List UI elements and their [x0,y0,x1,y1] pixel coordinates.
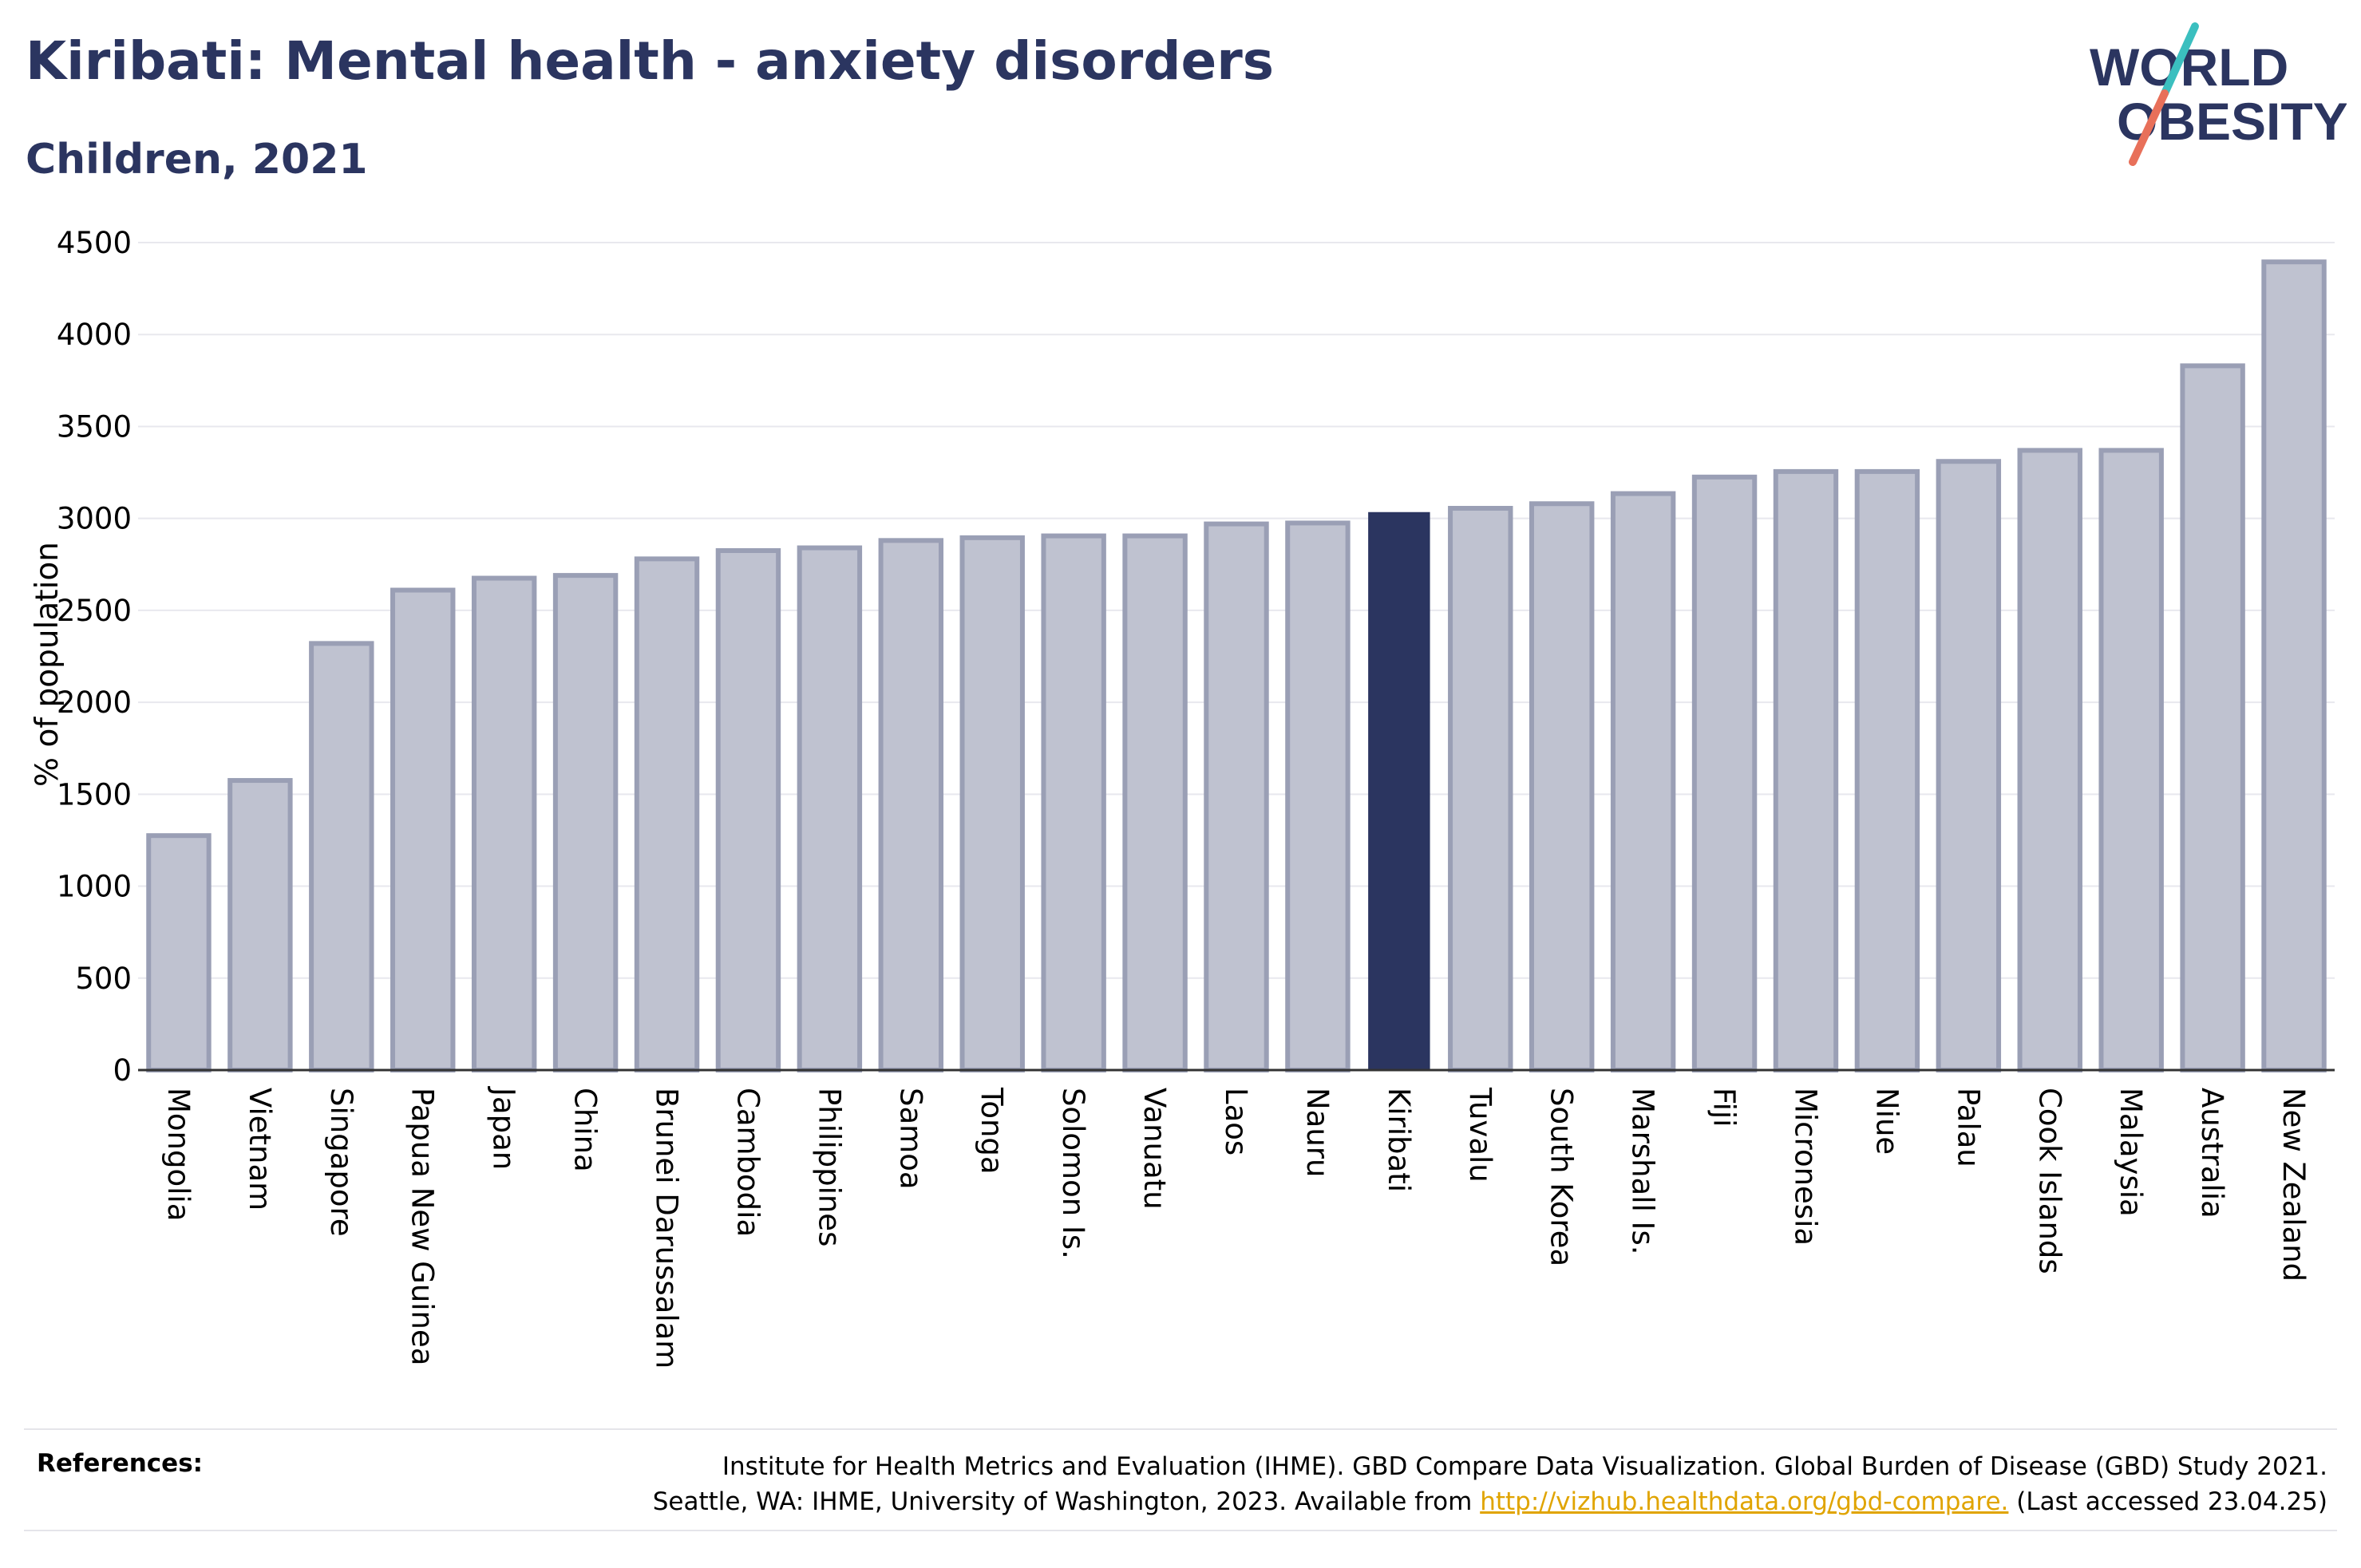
y-tick-label: 4000 [57,318,132,352]
bar [309,641,374,1072]
references-section: References: Institute for Health Metrics… [24,1428,2337,1531]
bar [390,587,456,1072]
bar [715,547,781,1072]
x-tick-label: Solomon Is. [1056,1088,1090,1259]
x-tick-label: Kiribati [1382,1088,1416,1192]
bar [227,778,293,1072]
bar [2180,363,2245,1072]
y-tick-label: 1000 [57,870,132,904]
bar [552,573,619,1072]
bar [1936,459,2002,1072]
bar-chart: 0 500 1000 1500 2000 2500 3000 3500 4000 4500 % of… [30,226,2335,1369]
x-tick-label: Philippines [812,1088,846,1246]
y-tick-label: 500 [75,962,132,996]
bar [1773,468,1839,1072]
x-tick-label: Niue [1869,1088,1904,1155]
bar [1854,468,1920,1072]
x-tick-label: Malaysia [2114,1088,2148,1217]
bar [797,545,863,1072]
x-tick-label: New Zealand [2276,1088,2311,1282]
references-label: References: [37,1449,204,1478]
bar [1041,533,1106,1072]
y-tick-label: 2500 [57,594,132,628]
bar [1448,505,1513,1072]
bar [1204,521,1269,1072]
x-tick-label: Mongolia [161,1088,196,1221]
bar [959,535,1025,1072]
x-tick-label: Australia [2195,1088,2229,1218]
y-tick-label: 2000 [57,685,132,720]
y-tick-label: 4500 [57,226,132,260]
reference-line-2-prefix: Seattle, WA: IHME, University of Washing… [652,1487,1481,1516]
bar [1610,491,1676,1072]
x-tick-label: Fiji [1707,1088,1742,1127]
x-tick-label: Cook Islands [2032,1088,2066,1274]
x-tick-label: Singapore [324,1088,358,1237]
x-tick-label: Vietnam [243,1088,277,1211]
bar [1529,501,1595,1072]
x-tick-label: Tonga [975,1087,1009,1175]
bar [146,833,212,1073]
logo-slash-teal [2161,22,2199,97]
reference-line-1: Institute for Health Metrics and Evaluat… [722,1452,2327,1481]
x-tick-label: Japan [487,1086,521,1170]
logo-slash-coral [2129,89,2169,166]
references-text: Institute for Health Metrics and Evaluat… [653,1449,2327,1519]
bar [1122,533,1188,1072]
reference-line-2: Seattle, WA: IHME, University of Washing… [653,1484,2327,1519]
bar [634,556,700,1072]
x-tick-label: Laos [1219,1088,1253,1155]
y-tick-label: 0 [113,1053,132,1088]
x-tick-label: Tuvalu [1463,1087,1497,1183]
x-tick-label: Samoa [893,1088,927,1190]
x-tick-label: Nauru [1300,1088,1335,1177]
x-tick-label: South Korea [1544,1088,1579,1266]
bar [878,538,944,1072]
bar [2017,448,2082,1072]
reference-link[interactable]: http://vizhub.healthdata.org/gbd-compare… [1480,1487,2009,1516]
chart-subtitle: Children, 2021 [26,136,368,184]
reference-line-2-suffix: (Last accessed 23.04.25) [2008,1487,2327,1516]
chart-title: Kiribati: Mental health - anxiety disord… [26,30,1275,92]
y-tick-label: 1500 [57,777,132,812]
x-tick-label: Palau [1951,1088,1985,1167]
x-tick-label: Micronesia [1788,1088,1822,1246]
bar [1691,474,1758,1072]
x-tick-label: China [568,1088,603,1172]
y-tick-label: 3500 [57,409,132,444]
x-tick-label: Marshall Is. [1626,1088,1660,1254]
bar [2261,259,2327,1072]
y-tick-label: 3000 [57,502,132,536]
bar-highlighted [1368,511,1430,1071]
bar [1285,520,1351,1072]
x-tick-label: Brunei Darussalam [650,1088,684,1369]
x-tick-label: Vanuatu [1137,1088,1172,1210]
y-axis-label: % of population [30,542,65,787]
world-obesity-logo: WORLD OBESITY [2090,22,2347,166]
bar [2098,448,2164,1072]
bar [471,575,537,1072]
x-tick-label: Papua New Guinea [405,1088,440,1365]
x-tick-label: Cambodia [730,1088,765,1237]
